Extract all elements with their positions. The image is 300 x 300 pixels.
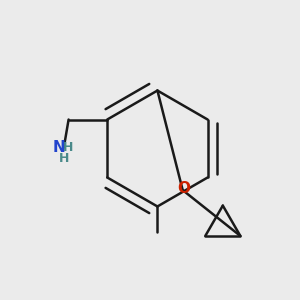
Text: H: H bbox=[63, 141, 74, 154]
Text: N: N bbox=[53, 140, 66, 155]
Text: O: O bbox=[177, 181, 190, 196]
Text: H: H bbox=[58, 152, 69, 165]
